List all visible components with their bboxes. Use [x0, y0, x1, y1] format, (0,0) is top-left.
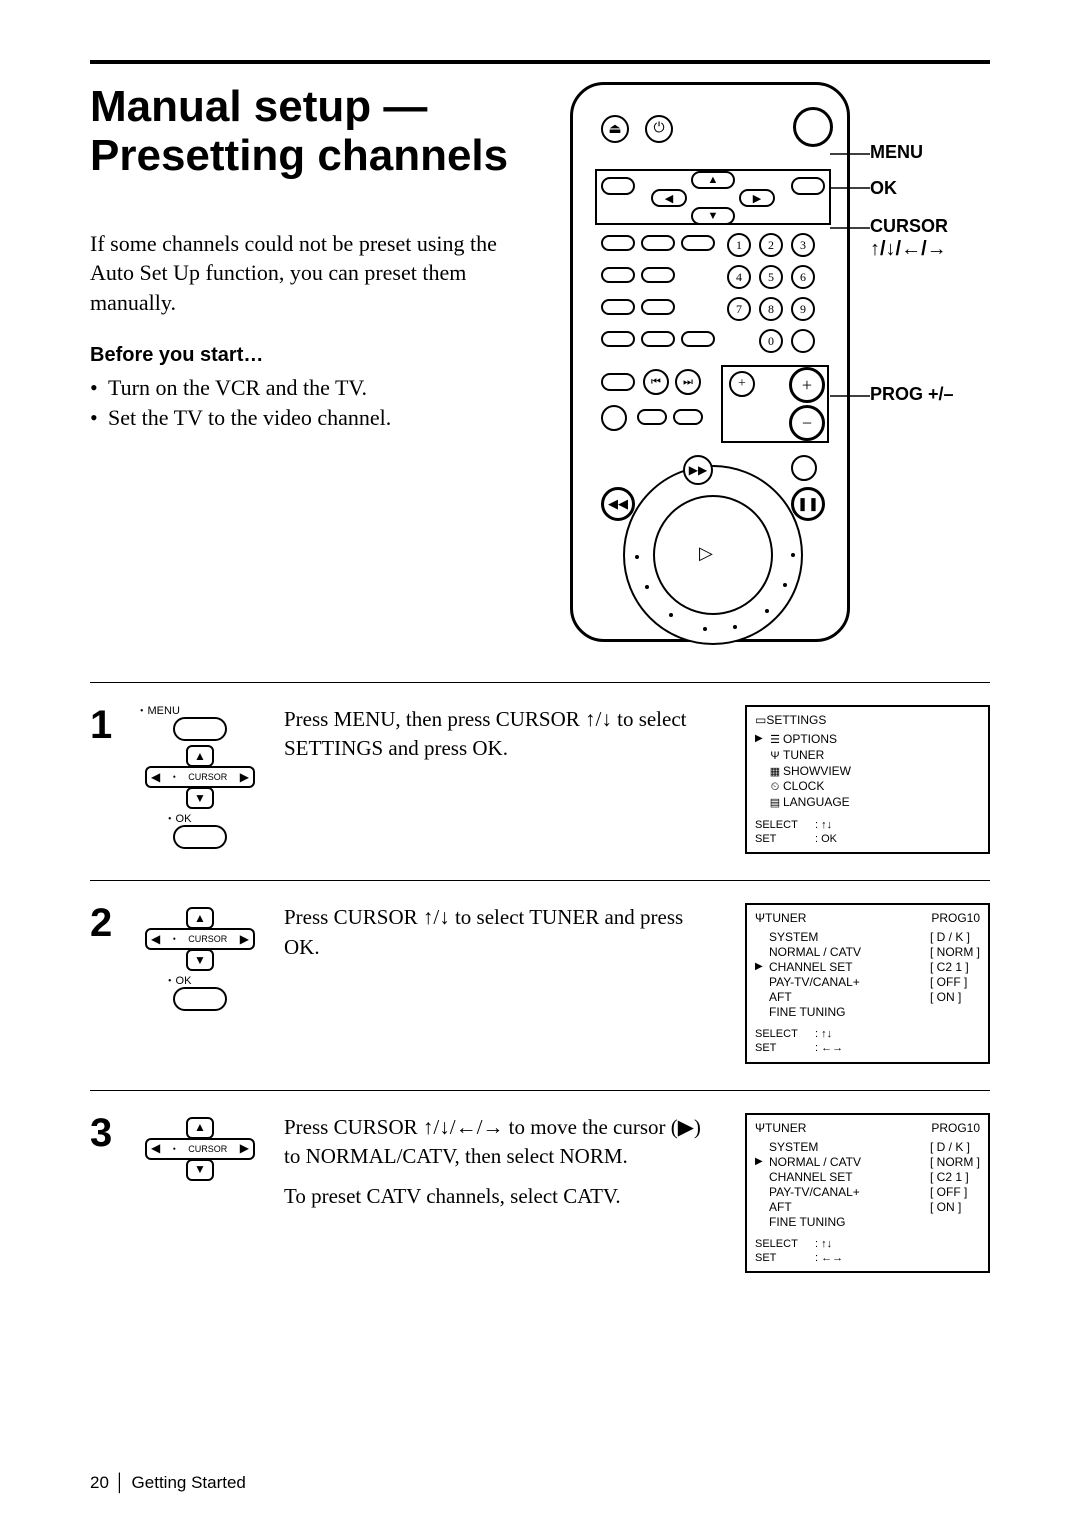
mini-menu-label: MENU — [148, 705, 180, 717]
mini-cursor-label: CURSOR — [188, 934, 227, 944]
callout-cursor: CURSOR — [870, 216, 948, 237]
small-pill — [641, 331, 675, 347]
page-footer: 20│Getting Started — [90, 1473, 246, 1493]
prog-plus-small: + — [729, 371, 755, 397]
step-3: 3 ▲ ◀•CURSOR▶ ▼ Press CURSOR ↑/↓/←/→ to … — [90, 1090, 990, 1300]
step-text: Press CURSOR ↑/↓ to select TUNER and pre… — [284, 903, 731, 972]
small-pill — [641, 267, 675, 283]
num-5: 5 — [759, 265, 783, 289]
num-3: 3 — [791, 233, 815, 257]
small-pill — [601, 267, 635, 283]
step-icon-group: ▲ ◀•CURSOR▶ ▼ •OK — [140, 903, 270, 1011]
power-icon: ⏻ — [645, 115, 673, 143]
small-pill — [681, 235, 715, 251]
mini-ok-label: OK — [176, 975, 192, 987]
intro-text: If some channels could not be preset usi… — [90, 229, 530, 318]
callout-prog: PROG +/– — [870, 384, 954, 405]
osd-settings: ▭SETTINGS ☰OPTIONS ΨTUNER ▦SHOWVIEW ⏲CLO… — [745, 705, 990, 854]
cursor-down: ▼ — [691, 207, 735, 225]
small-pill — [601, 331, 635, 347]
prog-plus: + — [789, 367, 825, 403]
hero-row: Manual setup — Presetting channels If so… — [90, 82, 990, 642]
jog-inner — [653, 495, 773, 615]
pause-icon: ❚❚ — [791, 487, 825, 521]
small-pill — [601, 299, 635, 315]
mini-ok-button — [173, 825, 227, 849]
top-right-button — [793, 107, 833, 147]
step-number: 3 — [90, 1113, 126, 1153]
cursor-up: ▲ — [691, 171, 735, 189]
mini-ok-label: OK — [176, 813, 192, 825]
top-rule — [90, 60, 990, 64]
num-4: 4 — [727, 265, 751, 289]
step-icon-group: •MENU ▲ ◀•CURSOR▶ ▼ •OK — [140, 705, 270, 849]
num-7: 7 — [727, 297, 751, 321]
step-number: 2 — [90, 903, 126, 943]
mini-menu-button — [173, 717, 227, 741]
ok-button-small — [791, 177, 825, 195]
small-circle — [791, 455, 817, 481]
cursor-right: ▶ — [739, 189, 775, 207]
num-9: 9 — [791, 297, 815, 321]
step-1: 1 •MENU ▲ ◀•CURSOR▶ ▼ •OK Press MENU, th… — [90, 682, 990, 880]
callout-ok: OK — [870, 178, 897, 199]
callout-cursor-arrows: ↑/↓/←/→ — [870, 238, 947, 261]
mini-dpad: ▲ ◀•CURSOR▶ ▼ — [145, 747, 255, 807]
osd-tuner: ΨTUNERPROG10 SYSTEMD / K NORMAL / CATVNO… — [745, 1113, 990, 1274]
menu-button-small — [601, 177, 635, 195]
cursor-left: ◀ — [651, 189, 687, 207]
ff-big-icon: ▶▶ — [683, 455, 713, 485]
page-number: 20 — [90, 1473, 109, 1492]
mini-ok-button — [173, 987, 227, 1011]
small-pill — [601, 373, 635, 391]
small-pill — [637, 409, 667, 425]
play-icon: ▷ — [699, 543, 713, 564]
num-8: 8 — [759, 297, 783, 321]
num-0: 0 — [759, 329, 783, 353]
step-icon-group: ▲ ◀•CURSOR▶ ▼ — [140, 1113, 270, 1185]
mini-dpad: ▲ ◀•CURSOR▶ ▼ — [145, 909, 255, 969]
hero-text: Manual setup — Presetting channels If so… — [90, 82, 530, 642]
osd-tuner: ΨTUNERPROG10 SYSTEMD / K NORMAL / CATVNO… — [745, 903, 990, 1064]
mini-cursor-label: CURSOR — [188, 1144, 227, 1154]
eject-icon: ⏏ — [601, 115, 629, 143]
step-2: 2 ▲ ◀•CURSOR▶ ▼ •OK Press CURSOR ↑/↓ to … — [90, 880, 990, 1090]
prog-minus: − — [789, 405, 825, 441]
small-pill — [681, 331, 715, 347]
small-pill — [601, 235, 635, 251]
small-circle — [601, 405, 627, 431]
step-text: Press CURSOR ↑/↓/←/→ to move the cursor … — [284, 1113, 731, 1221]
small-pill — [641, 235, 675, 251]
before-list: Turn on the VCR and the TV. Set the TV t… — [90, 373, 530, 435]
small-pill — [641, 299, 675, 315]
num-6: 6 — [791, 265, 815, 289]
remote-figure: ⏏ ⏻ ▲ ▼ ◀ ▶ 1 2 3 4 5 6 7 8 9 — [570, 82, 990, 642]
num-2: 2 — [759, 233, 783, 257]
ff-icon: ⏭ — [675, 369, 701, 395]
callout-menu: MENU — [870, 142, 923, 163]
mini-dpad: ▲ ◀•CURSOR▶ ▼ — [145, 1119, 255, 1179]
mini-cursor-label: CURSOR — [188, 772, 227, 782]
step-number: 1 — [90, 705, 126, 745]
section-name: Getting Started — [132, 1473, 246, 1492]
step-text: Press MENU, then press CURSOR ↑/↓ to sel… — [284, 705, 731, 774]
rew-icon: ⏮ — [643, 369, 669, 395]
before-item: Set the TV to the video channel. — [90, 403, 530, 434]
steps: 1 •MENU ▲ ◀•CURSOR▶ ▼ •OK Press MENU, th… — [90, 682, 990, 1299]
rew-big-icon: ◀◀ — [601, 487, 635, 521]
num-1: 1 — [727, 233, 751, 257]
small-pill — [673, 409, 703, 425]
before-item: Turn on the VCR and the TV. — [90, 373, 530, 404]
page-title: Manual setup — Presetting channels — [90, 82, 530, 181]
remote-outline: ⏏ ⏻ ▲ ▼ ◀ ▶ 1 2 3 4 5 6 7 8 9 — [570, 82, 850, 642]
num-blank — [791, 329, 815, 353]
before-heading: Before you start… — [90, 344, 530, 367]
